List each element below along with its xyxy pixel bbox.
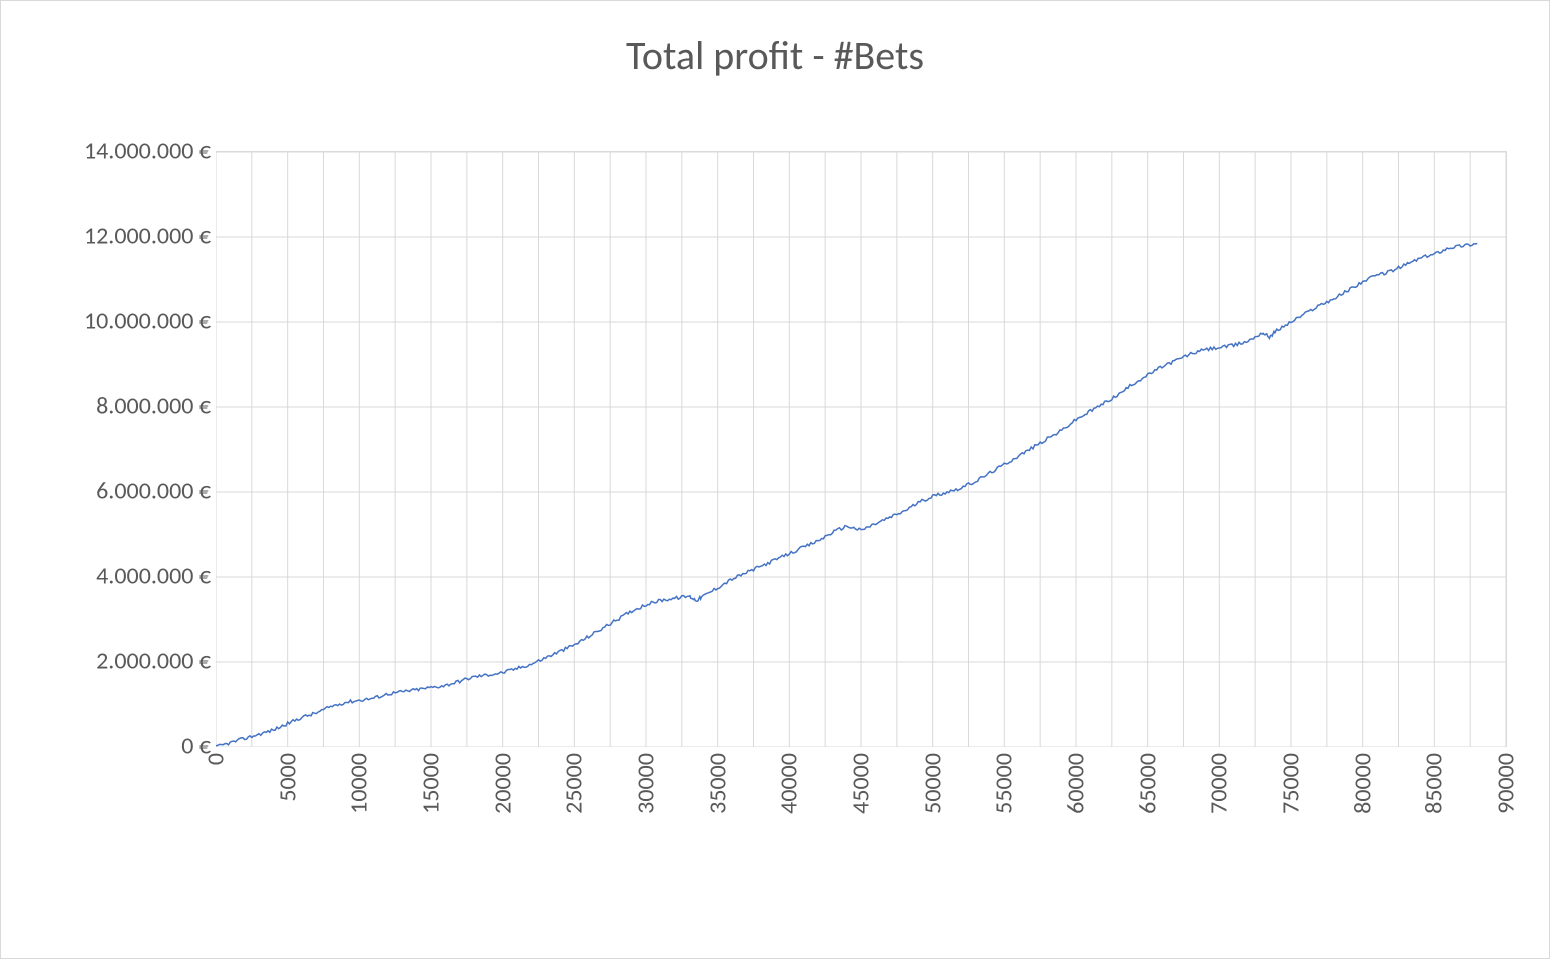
x-tick-label: 60000 [1062, 753, 1091, 814]
plot-area [216, 151, 1507, 747]
plot-svg [216, 152, 1506, 747]
y-axis-labels: 0 €2.000.000 €4.000.000 €6.000.000 €8.00… [1, 151, 211, 746]
x-tick-label: 75000 [1277, 753, 1306, 814]
x-tick-label: 70000 [1205, 753, 1234, 814]
x-axis-labels: 0500010000150002000025000300003500040000… [216, 753, 1506, 943]
y-tick-label: 2.000.000 € [1, 647, 211, 676]
y-tick-label: 12.000.000 € [1, 222, 211, 251]
x-tick-label: 20000 [488, 753, 517, 814]
x-tick-label: 30000 [632, 753, 661, 814]
series-line [216, 243, 1477, 745]
x-tick-label: 80000 [1348, 753, 1377, 814]
x-tick-label: 65000 [1133, 753, 1162, 814]
chart-container: Total profit - #Bets 0 € 2.000.000 € 4.000… [0, 0, 1550, 959]
x-tick-label: 5000 [273, 753, 302, 802]
y-tick-label: 8.000.000 € [1, 392, 211, 421]
x-tick-label: 40000 [775, 753, 804, 814]
x-tick-label: 50000 [918, 753, 947, 814]
chart-title: Total profit - #Bets [1, 31, 1549, 80]
y-tick-label: 6.000.000 € [1, 477, 211, 506]
x-tick-label: 25000 [560, 753, 589, 814]
x-tick-label: 85000 [1420, 753, 1449, 814]
y-tick-label: 14.000.000 € [1, 137, 211, 166]
x-tick-label: 10000 [345, 753, 374, 814]
y-tick-label: 4.000.000 € [1, 562, 211, 591]
y-tick-label: 0 € [1, 732, 211, 761]
x-tick-label: 0 [202, 753, 231, 765]
x-tick-label: 35000 [703, 753, 732, 814]
x-tick-label: 15000 [417, 753, 446, 814]
y-tick-label: 10.000.000 € [1, 307, 211, 336]
x-tick-label: 90000 [1492, 753, 1521, 814]
x-tick-label: 55000 [990, 753, 1019, 814]
x-tick-label: 45000 [847, 753, 876, 814]
